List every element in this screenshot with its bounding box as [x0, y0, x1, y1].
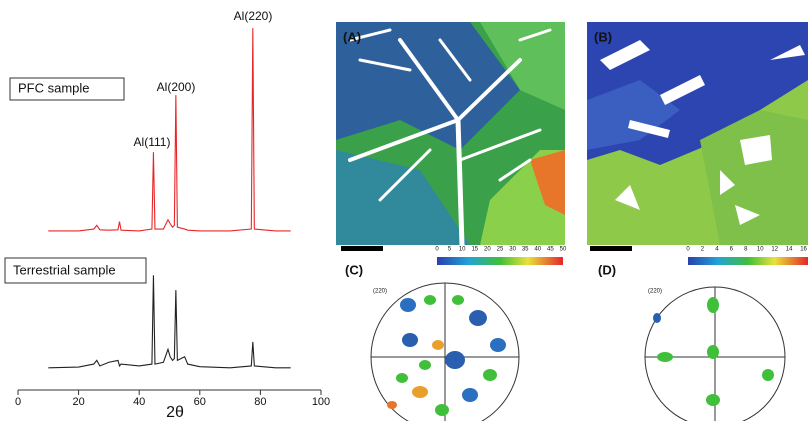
ebsd-map-b [587, 22, 808, 245]
color-scale-label: 30 [509, 247, 516, 253]
pole-figure-d [645, 287, 785, 421]
xrd-chart: PFC sample Terrestrial sample 2θ [5, 78, 321, 421]
color-scale-label: 50 [560, 247, 567, 253]
panel-label: (A) [343, 29, 361, 44]
x-tick-label: 40 [133, 396, 145, 408]
color-scale-label: 20 [484, 247, 491, 253]
color-scale-label: 5 [448, 247, 452, 253]
color-scale-label: 10 [459, 247, 466, 253]
color-scale-label: 6 [730, 247, 734, 253]
peak-annotation: Al(220) [234, 9, 273, 23]
color-bar [688, 257, 808, 265]
color-scale-label: 15 [471, 247, 478, 253]
x-axis-label: 2θ [166, 404, 184, 421]
color-scale-label: 40 [534, 247, 541, 253]
color-scale-label: 8 [744, 247, 748, 253]
peak-annotation: Al(200) [157, 80, 196, 94]
legend-label: Terrestrial sample [13, 262, 116, 277]
scale-bar [590, 246, 632, 251]
series-line [48, 275, 290, 368]
color-scale-label: 35 [522, 247, 529, 253]
scale-bar [341, 246, 383, 251]
pole-figure-c [371, 283, 519, 421]
color-scale-label: 0 [686, 247, 690, 253]
panel-label: (B) [594, 29, 612, 44]
color-scale-label: 2 [701, 247, 705, 253]
color-scale-label: 10 [757, 247, 764, 253]
x-tick-label: 0 [15, 396, 21, 408]
pole-label: (220) [373, 289, 387, 295]
ebsd-map-a [336, 22, 565, 245]
x-tick-label: 20 [72, 396, 84, 408]
color-scale-label: 0 [435, 247, 439, 253]
series-line [48, 28, 290, 231]
x-tick-label: 80 [254, 396, 266, 408]
legend-label: PFC sample [18, 80, 90, 95]
color-scale-label: 16 [800, 247, 807, 253]
color-bar [437, 257, 563, 265]
peak-annotation: Al(111) [134, 135, 171, 149]
figure: PFC sample Terrestrial sample 2θ (A) [0, 0, 808, 421]
color-scale-label: 12 [771, 247, 778, 253]
color-scale-label: 25 [497, 247, 504, 253]
panel-label: (D) [598, 262, 616, 277]
x-tick-label: 60 [194, 396, 206, 408]
color-scale-label: 4 [715, 247, 719, 253]
panel-label: (C) [345, 262, 363, 277]
x-tick-label: 100 [312, 396, 330, 408]
color-scale-label: 14 [786, 247, 793, 253]
color-scale-label: 45 [547, 247, 554, 253]
pole-label: (220) [648, 289, 662, 295]
